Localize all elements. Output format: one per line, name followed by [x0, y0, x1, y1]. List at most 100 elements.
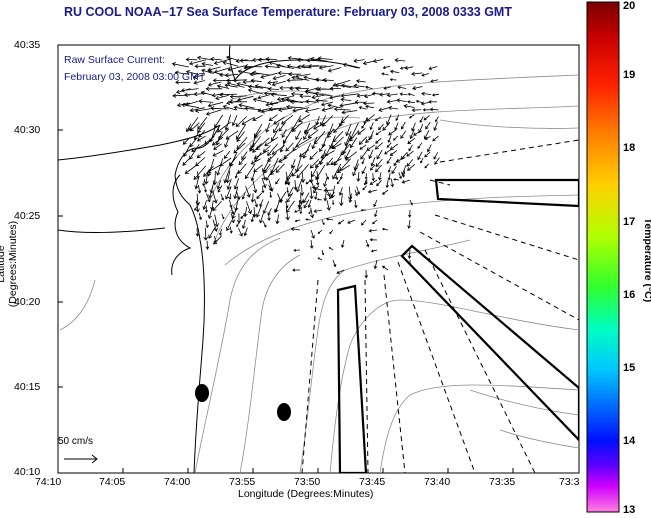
current-vector [388, 129, 397, 136]
current-vector [362, 185, 367, 191]
current-vector [303, 122, 320, 134]
current-vector [338, 186, 343, 196]
current-vector [250, 193, 255, 203]
current-vector [313, 185, 320, 194]
current-vector [408, 209, 412, 218]
current-vector [231, 115, 238, 127]
current-vector [218, 92, 238, 97]
current-vector [316, 198, 323, 201]
current-vector [323, 177, 328, 188]
current-vector [309, 239, 314, 249]
current-vector [241, 116, 255, 125]
current-vector [252, 179, 258, 194]
current-vector [375, 130, 382, 136]
current-vector [421, 91, 432, 96]
current-vector [370, 249, 378, 253]
current-vector [207, 66, 221, 72]
current-vector [412, 85, 423, 91]
current-vector [387, 166, 391, 173]
current-vector [230, 213, 235, 224]
current-vector [249, 142, 255, 152]
current-vector [420, 101, 431, 106]
current-vector [214, 114, 224, 129]
current-vector [197, 117, 208, 130]
current-vector [290, 159, 296, 169]
current-vector [221, 213, 225, 220]
current-vector [413, 130, 421, 136]
current-vector [285, 201, 289, 209]
current-vector [273, 122, 280, 134]
current-vector [182, 137, 191, 145]
current-vector [328, 247, 334, 251]
current-vector [296, 57, 311, 63]
current-vector [262, 172, 267, 181]
current-vector [354, 189, 358, 197]
current-vector [389, 78, 397, 82]
current-vector [212, 150, 224, 157]
bathymetry-contours [59, 74, 579, 473]
current-vector [256, 192, 263, 200]
current-vector [291, 75, 310, 81]
current-vector [409, 129, 415, 140]
current-vector [345, 151, 358, 161]
current-vector [252, 143, 262, 153]
coverage-boundaries [301, 139, 579, 473]
current-vector [295, 156, 302, 173]
current-vector [430, 79, 438, 83]
colorbar-tick-label: 16 [623, 289, 636, 301]
current-vector [270, 92, 287, 97]
current-vector [233, 186, 239, 200]
current-vector [236, 131, 245, 142]
current-vector [224, 72, 239, 78]
current-vector [365, 179, 368, 185]
current-vector [291, 121, 303, 132]
x-tick-label: 73:45 [359, 476, 386, 488]
current-vector [224, 114, 232, 131]
current-vector [399, 66, 407, 70]
current-vector [331, 143, 342, 150]
current-vector [378, 124, 384, 131]
current-vector [226, 81, 245, 88]
current-vector [201, 68, 214, 74]
current-vector [219, 228, 223, 236]
current-vector [171, 62, 189, 68]
current-vector [276, 63, 295, 69]
current-vector [317, 257, 323, 261]
current-vector [433, 121, 438, 132]
current-vector [234, 171, 238, 179]
current-vector [353, 58, 365, 63]
current-vector [217, 121, 232, 133]
current-vector [205, 240, 210, 250]
current-vector [424, 135, 431, 140]
current-vector [323, 191, 328, 202]
current-vector [356, 186, 361, 195]
current-vector [308, 209, 312, 215]
current-vector [356, 171, 361, 182]
current-vector [358, 106, 367, 110]
current-vector [257, 107, 271, 113]
current-vector [358, 136, 368, 145]
current-vector [329, 229, 334, 235]
current-vector [230, 206, 235, 215]
current-vector [201, 61, 214, 67]
current-vector [295, 130, 302, 141]
y-tick-label: 40:30 [14, 124, 41, 136]
current-vector [216, 84, 230, 89]
current-vector [361, 158, 365, 165]
current-vector [428, 66, 438, 71]
current-vector [363, 93, 375, 99]
current-vector [393, 178, 400, 181]
current-vector [352, 163, 360, 177]
current-vector [211, 93, 224, 98]
x-tick-label: 73:3 [559, 476, 580, 488]
current-vector [326, 200, 331, 211]
current-vector [243, 227, 248, 237]
current-vector [264, 136, 279, 147]
current-vector [329, 191, 335, 200]
current-vector [279, 136, 288, 153]
current-vector [395, 156, 406, 163]
current-vector [407, 92, 415, 96]
current-vector [384, 149, 392, 155]
current-vector [402, 170, 406, 178]
current-vector [262, 156, 272, 173]
